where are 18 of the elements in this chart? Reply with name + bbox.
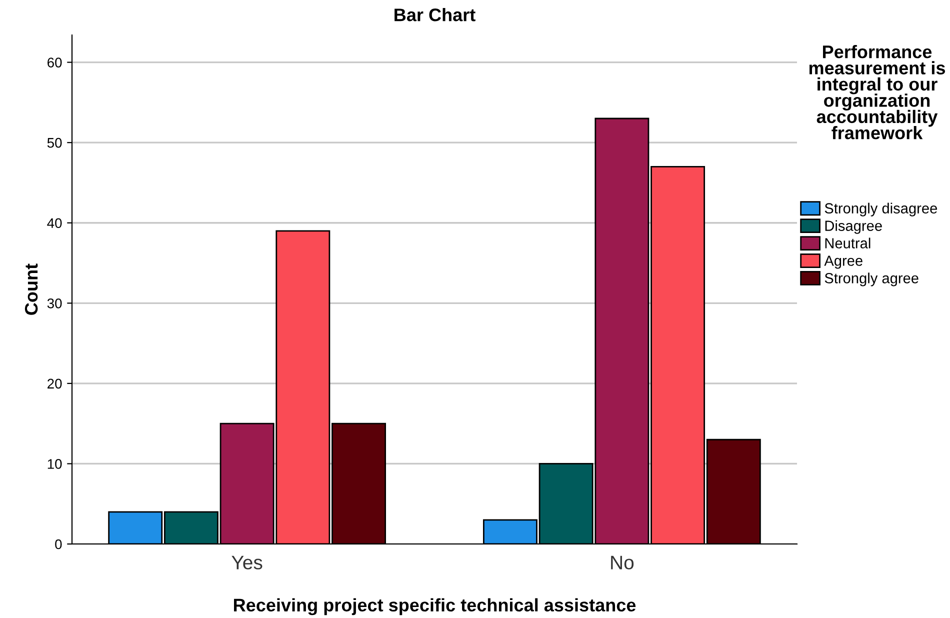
legend-label: Neutral bbox=[825, 238, 870, 248]
y-tick-label: 30 bbox=[47, 298, 62, 308]
legend-label: Disagree bbox=[825, 220, 882, 234]
x-axis-title: Receiving project specific technical assistance bbox=[234, 598, 636, 616]
y-axis-title: Count bbox=[24, 264, 38, 315]
y-tick-label: 40 bbox=[47, 218, 62, 228]
x-tick-label: No bbox=[611, 556, 634, 570]
y-tick-label: 10 bbox=[48, 459, 62, 469]
y-tick-label: 0 bbox=[55, 539, 62, 550]
legend-label: Strongly disagree bbox=[824, 202, 938, 216]
chart-title: Bar Chart bbox=[394, 8, 476, 22]
y-tick-label: 20 bbox=[48, 378, 62, 389]
legend-label: Agree bbox=[824, 256, 862, 269]
y-tick-label: 50 bbox=[47, 138, 62, 148]
legend-title: Performance measurement is integral to our organization accountability framework bbox=[809, 45, 946, 140]
legend-label: Strongly agree bbox=[824, 272, 918, 286]
x-tick-label: Yes bbox=[232, 556, 262, 570]
y-tick-label: 60 bbox=[48, 58, 62, 68]
